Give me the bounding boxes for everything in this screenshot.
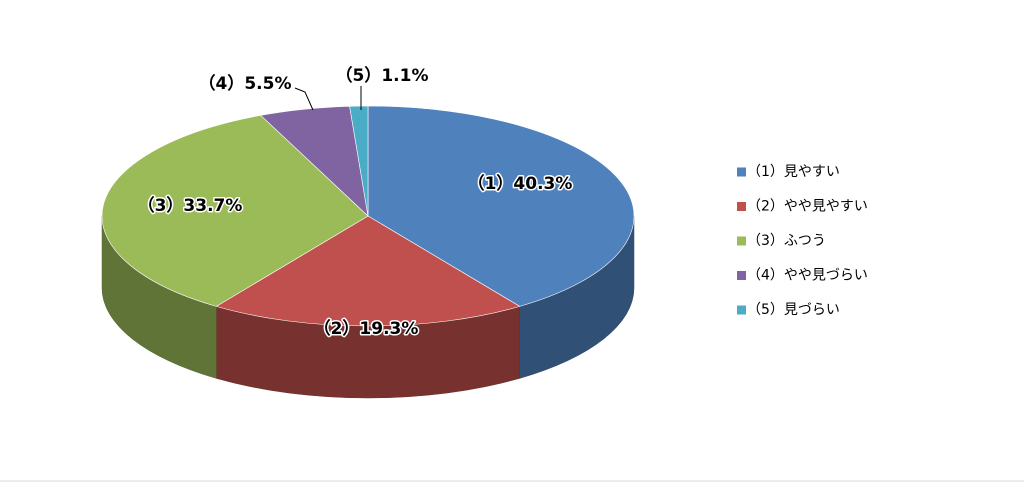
data-label: （1）40.3% (468, 173, 573, 194)
data-label: （4）5.5% (199, 73, 292, 94)
legend-label: （2）やや見やすい (747, 199, 868, 215)
slice (367, 105, 635, 307)
legend-swatch (737, 271, 746, 280)
data-label: （2）19.3% (314, 318, 419, 339)
legend-swatch (737, 202, 746, 211)
slice (101, 115, 369, 307)
legend-label: （1）見やすい (747, 164, 840, 180)
slice (215, 215, 521, 327)
legend-label: （4）やや見づらい (747, 268, 868, 284)
legend-label: （3）ふつう (747, 233, 826, 249)
legend-swatch (737, 236, 746, 246)
data-label: （3）33.7% (138, 195, 243, 216)
legend-swatch (737, 305, 746, 315)
slice (349, 105, 369, 217)
data-label: （5）1.1% (336, 65, 429, 86)
legend-label: （5）見づらい (747, 302, 840, 318)
leader-line (294, 87, 314, 111)
legend-swatch (737, 167, 746, 177)
